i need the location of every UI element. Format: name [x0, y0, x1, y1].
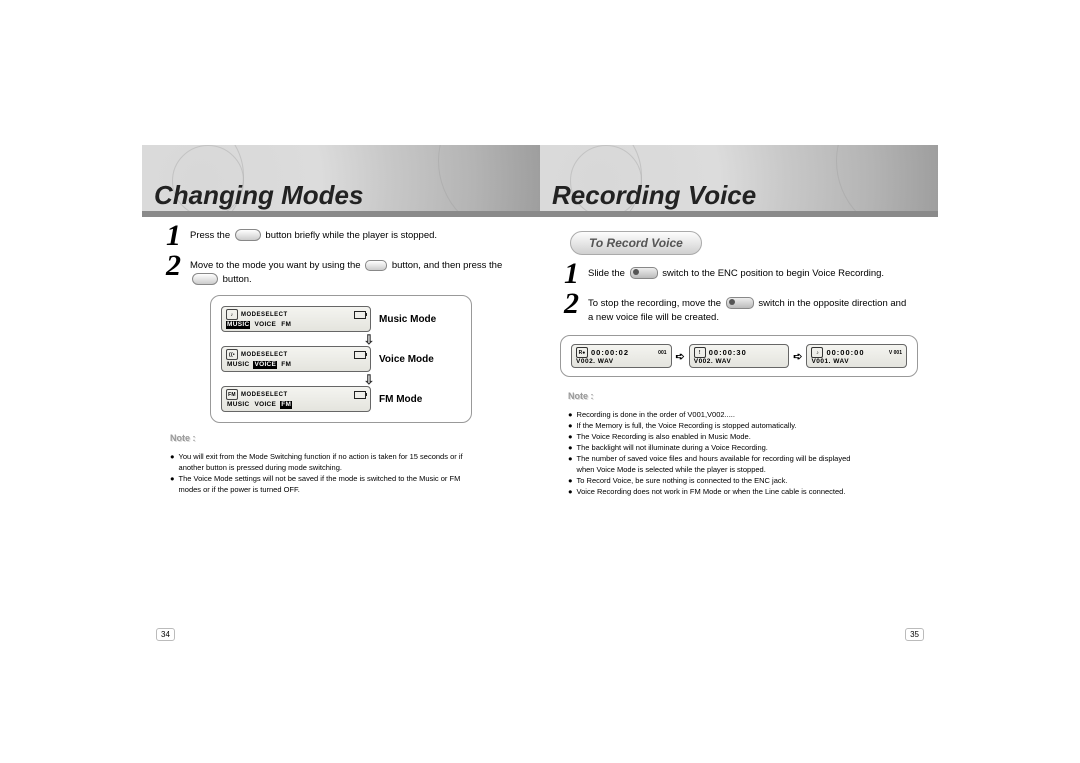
step-2: 2 To stop the recording, move the switch… [564, 293, 914, 325]
lcd-music: ♪MODESELECT MUSICVOICEFM [221, 306, 371, 332]
mode-button-icon [235, 229, 261, 241]
lcd-fm: FMMODESELECT MUSICVOICEFM [221, 386, 371, 412]
lcd-newfile: ♪00:00:00V 001 V001. WAV [806, 344, 907, 368]
note-block: Note : ●You will exit from the Mode Swit… [170, 433, 512, 495]
step-2: 2 Move to the mode you want by using the… [166, 255, 516, 287]
lcd-stopped: !00:00:30 V002. WAV [689, 344, 790, 368]
section-heading: To Record Voice [570, 231, 702, 255]
step-text: Move to the mode you want by using the b… [190, 255, 516, 287]
page-number: 35 [905, 628, 924, 641]
header-bar-right: Recording Voice [540, 145, 938, 217]
title-word-2: Modes [281, 180, 363, 210]
note-list: ●You will exit from the Mode Switching f… [170, 451, 472, 495]
page-number: 34 [156, 628, 175, 641]
step-text: To stop the recording, move the switch i… [588, 293, 914, 325]
step-1: 1 Slide the switch to the ENC position t… [564, 263, 914, 285]
note-list: ●Recording is done in the order of V001,… [568, 409, 870, 497]
step-text: Press the button briefly while the playe… [190, 225, 437, 243]
note-label: Note : [170, 433, 206, 443]
rec-icon: R● [576, 347, 588, 358]
page-title: Changing Modes [154, 180, 363, 211]
page-left: Changing Modes 1 Press the button briefl… [142, 145, 540, 645]
step-number: 1 [166, 225, 190, 247]
enc-switch-icon [726, 297, 754, 309]
arrow-right-icon: ➪ [793, 350, 802, 363]
title-word-2: Voice [688, 180, 756, 210]
page-title: Recording Voice [552, 180, 756, 211]
title-word-1: Changing [154, 180, 274, 210]
title-word-1: Recording [552, 180, 681, 210]
enc-switch-icon [630, 267, 658, 279]
arrow-right-icon: ➪ [676, 350, 685, 363]
lcd-recording: R●00:00:02001 V002. WAV [571, 344, 672, 368]
step-number: 2 [564, 293, 588, 315]
step-text: Slide the switch to the ENC position to … [588, 263, 884, 281]
mode-panel: ♪MODESELECT MUSICVOICEFM Music Mode ⇩ ((… [210, 295, 472, 423]
lcd-voice: ((•MODESELECT MUSICVOICEFM [221, 346, 371, 372]
mode-button-icon [192, 273, 218, 285]
lcd-strip: R●00:00:02001 V002. WAV ➪ !00:00:30 V002… [560, 335, 918, 377]
mode-label: Music Mode [379, 314, 436, 325]
note-block: Note : ●Recording is done in the order o… [568, 391, 910, 497]
nav-button-icon [365, 260, 387, 271]
step-number: 2 [166, 255, 190, 277]
info-icon: ! [694, 347, 706, 358]
mode-row-voice: ((•MODESELECT MUSICVOICEFM Voice Mode [221, 346, 461, 372]
music-icon: ♪ [811, 347, 823, 358]
step-1: 1 Press the button briefly while the pla… [166, 225, 516, 247]
mode-row-fm: FMMODESELECT MUSICVOICEFM FM Mode [221, 386, 461, 412]
manual-spread: Changing Modes 1 Press the button briefl… [142, 145, 938, 645]
mode-label: FM Mode [379, 394, 422, 405]
note-label: Note : [568, 391, 604, 401]
page-right: Recording Voice To Record Voice 1 Slide … [540, 145, 938, 645]
step-number: 1 [564, 263, 588, 285]
mode-label: Voice Mode [379, 354, 434, 365]
mode-row-music: ♪MODESELECT MUSICVOICEFM Music Mode [221, 306, 461, 332]
header-bar-left: Changing Modes [142, 145, 540, 217]
